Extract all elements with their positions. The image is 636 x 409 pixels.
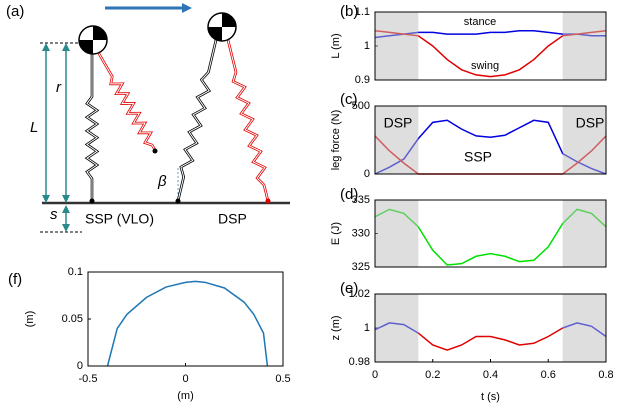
arrow-head: [62, 224, 70, 232]
y-tick-label: 0.9: [355, 74, 370, 86]
spring-leg-inner: [97, 51, 156, 151]
shaded-phase: [562, 106, 606, 174]
motion-arrow-head: [182, 3, 192, 13]
y-axis-label: (m): [24, 311, 36, 328]
shaded-phase: [375, 200, 419, 267]
body-quarter: [93, 26, 107, 40]
body-quarter: [208, 27, 222, 41]
diagram: (a) L r s β SSP (VLO) DSP: [6, 3, 290, 233]
x-tick-label: 0: [182, 373, 188, 385]
x-tick-label: 0: [372, 369, 378, 381]
phase-label: SSP (VLO): [85, 211, 154, 227]
y-tick-label: 1: [364, 40, 370, 52]
x-tick-label: 0.8: [598, 369, 613, 381]
y-axis-label: L (m): [330, 33, 342, 58]
line: [106, 280, 269, 367]
y-tick-label: 1.1: [355, 6, 370, 18]
x-tick-label: 0.4: [483, 369, 498, 381]
spring-leg-inner: [86, 52, 98, 201]
foot: [152, 148, 158, 154]
axes-frame: [374, 199, 607, 268]
offset-label: s: [50, 206, 58, 223]
x-axis-label: t (s): [481, 391, 500, 403]
y-tick-label: 335: [352, 194, 370, 206]
y-tick-label: 0.05: [62, 313, 83, 325]
arrow-head: [62, 205, 70, 213]
y-axis-label: z (m): [330, 315, 342, 340]
annotation: DSP: [576, 115, 605, 131]
y-axis-label: E (J): [330, 222, 342, 245]
panel-label: (f): [8, 271, 22, 288]
panel-label: (d): [340, 186, 358, 203]
y-tick-label: 0.98: [349, 356, 370, 368]
y-axis-label: leg force (N): [330, 110, 342, 171]
length-label: L: [30, 119, 38, 136]
body-quarter: [222, 13, 236, 27]
annotation: swing: [471, 60, 499, 72]
x-tick-label: 0.2: [425, 369, 440, 381]
panel-label: (b): [340, 3, 358, 20]
annotation: stance: [464, 16, 496, 28]
y-tick-label: 0: [77, 360, 83, 372]
foot: [175, 198, 181, 204]
annotation: SSP: [464, 149, 492, 165]
y-tick-label: 330: [352, 227, 370, 239]
y-tick-label: 325: [352, 261, 370, 273]
shaded-phase: [562, 12, 606, 80]
shaded-phase: [375, 106, 419, 174]
foot: [89, 198, 95, 204]
foot: [265, 198, 271, 204]
y-tick-label: 0: [364, 168, 370, 180]
phase-label: DSP: [218, 211, 247, 227]
axes-frame: [374, 105, 607, 175]
y-tick-label: 1.02: [349, 288, 370, 300]
arrow-head: [62, 43, 70, 51]
axes-frame: [87, 271, 284, 367]
x-axis-label: (m): [177, 390, 194, 402]
y-tick-label: 0.1: [68, 266, 83, 278]
y-tick-label: 1: [364, 322, 370, 334]
angle-label: β: [157, 173, 167, 190]
shaded-phase: [375, 294, 419, 362]
spring-leg-inner: [227, 39, 269, 202]
arrow-head: [42, 43, 50, 51]
x-tick-label: 0.6: [541, 369, 556, 381]
shaded-phase: [562, 200, 606, 267]
panel-label: (c): [340, 91, 358, 108]
axes-frame: [374, 11, 607, 81]
panel-label: (a): [6, 3, 24, 20]
annotation: DSP: [384, 115, 413, 131]
spring-leg-inner: [177, 39, 217, 202]
radius-label: r: [56, 79, 62, 96]
arrow-head: [42, 195, 50, 203]
arrow-head: [62, 195, 70, 203]
y-tick-label: 500: [352, 100, 370, 112]
line: [417, 327, 564, 351]
shaded-phase: [375, 12, 419, 80]
body-quarter: [79, 40, 93, 54]
axes-frame: [374, 293, 607, 363]
panel-label: (e): [340, 280, 358, 297]
shaded-phase: [562, 294, 606, 362]
x-tick-label: 0.5: [275, 373, 290, 385]
x-tick-label: -0.5: [79, 373, 98, 385]
